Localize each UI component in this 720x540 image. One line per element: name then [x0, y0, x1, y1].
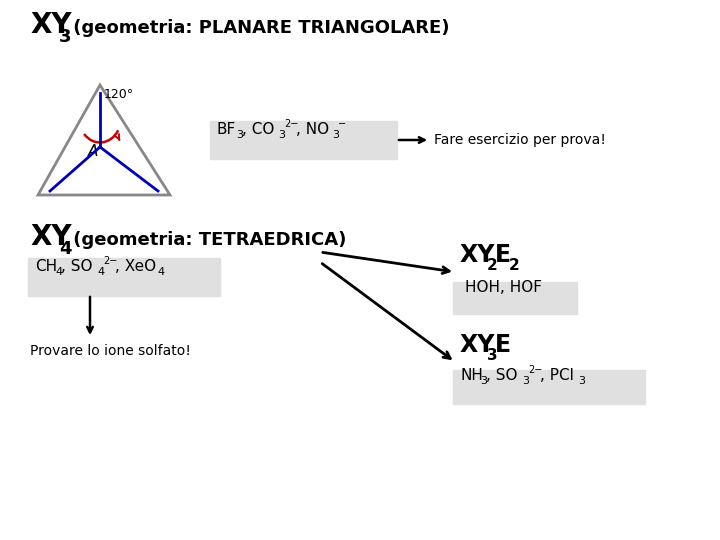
FancyBboxPatch shape — [28, 258, 220, 296]
Text: 2−: 2− — [528, 365, 542, 375]
FancyBboxPatch shape — [453, 370, 645, 404]
Text: 4: 4 — [59, 240, 71, 258]
Text: Provare lo ione solfato!: Provare lo ione solfato! — [30, 344, 191, 358]
Text: XY: XY — [460, 333, 495, 357]
Text: (geometria: PLANARE TRIANGOLARE): (geometria: PLANARE TRIANGOLARE) — [67, 19, 449, 37]
Text: Fare esercizio per prova!: Fare esercizio per prova! — [434, 133, 606, 147]
Text: , SO: , SO — [61, 259, 92, 274]
Text: 120°: 120° — [104, 88, 134, 101]
Text: 2: 2 — [509, 258, 520, 273]
Text: 3: 3 — [332, 130, 339, 140]
FancyBboxPatch shape — [210, 121, 397, 159]
Text: 3: 3 — [578, 376, 585, 386]
Text: , SO: , SO — [486, 368, 518, 383]
Text: E: E — [495, 243, 511, 267]
Text: 4: 4 — [55, 267, 62, 277]
Text: 3: 3 — [59, 28, 71, 46]
Text: 3: 3 — [522, 376, 529, 386]
Text: 2−: 2− — [103, 256, 117, 266]
Text: , XeO: , XeO — [115, 259, 156, 274]
FancyBboxPatch shape — [453, 282, 577, 314]
Text: XY: XY — [30, 11, 71, 39]
Text: , NO: , NO — [296, 122, 329, 137]
Text: 2: 2 — [487, 258, 498, 273]
Text: CH: CH — [35, 259, 57, 274]
Text: 3: 3 — [487, 348, 498, 363]
Text: −: − — [338, 119, 346, 129]
Text: E: E — [495, 333, 511, 357]
Text: 3: 3 — [480, 376, 487, 386]
Text: XY: XY — [30, 223, 71, 251]
Text: 2−: 2− — [284, 119, 298, 129]
Text: 4: 4 — [157, 267, 164, 277]
Text: 3: 3 — [278, 130, 285, 140]
Text: 4: 4 — [97, 267, 104, 277]
Text: BF: BF — [217, 122, 236, 137]
Text: , CO: , CO — [242, 122, 274, 137]
Text: XY: XY — [460, 243, 495, 267]
Text: , PCl: , PCl — [540, 368, 574, 383]
Text: (geometria: TETRAEDRICA): (geometria: TETRAEDRICA) — [67, 231, 346, 249]
Text: HOH, HOF: HOH, HOF — [465, 280, 542, 295]
Text: NH: NH — [460, 368, 483, 383]
Text: A: A — [88, 144, 99, 159]
Text: 3: 3 — [236, 130, 243, 140]
